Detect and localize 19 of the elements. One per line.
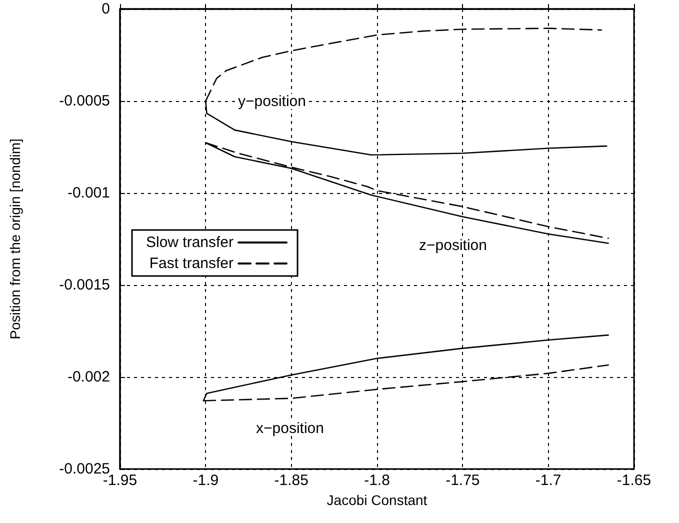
y-axis-title: Position from the origin [nondim]: [7, 138, 23, 340]
y-tick-label: -0.0015: [59, 276, 110, 294]
x-tick-label: -1.8: [364, 472, 390, 489]
x-axis-title: Jacobi Constant: [326, 492, 428, 508]
x-tick-label: -1.85: [274, 472, 308, 489]
legend-label: Slow transfer: [146, 234, 234, 251]
annotation: y−position: [238, 93, 306, 110]
annotation: x−position: [256, 420, 324, 437]
y-tick-label: 0: [102, 0, 110, 18]
y-tick-label: -0.0025: [59, 460, 110, 478]
x-tick-label: -1.75: [446, 472, 480, 489]
y-tick-label: -0.002: [67, 368, 110, 386]
x-tick-label: -1.9: [192, 472, 219, 489]
x-tick-label: -1.65: [616, 472, 652, 489]
legend-label: Fast transfer: [149, 255, 234, 272]
annotation: z−position: [419, 237, 487, 254]
y-tick-label: -0.001: [67, 184, 110, 202]
x-tick-label: -1.7: [535, 472, 562, 489]
y-tick-label: -0.0005: [59, 92, 110, 110]
